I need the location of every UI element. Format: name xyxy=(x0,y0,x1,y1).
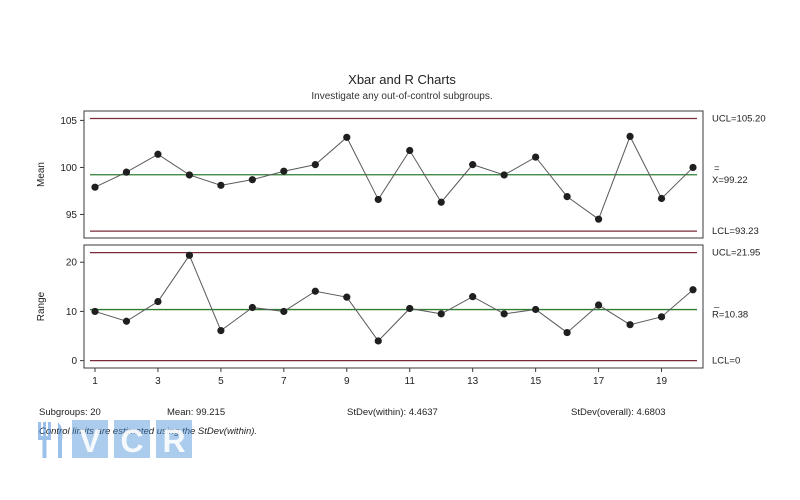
stat-subgroups: Subgroups: 20 xyxy=(39,407,101,418)
xbar-data-point xyxy=(437,198,445,206)
vcr-watermark: V C R xyxy=(38,420,192,459)
chart-title: Xbar and R Charts xyxy=(348,72,456,87)
xbar-data-point xyxy=(374,195,382,204)
range-data-point xyxy=(248,303,256,312)
xbar-data-point xyxy=(563,193,571,201)
range-data-point xyxy=(185,251,194,259)
x-tick-label: 17 xyxy=(593,376,605,387)
xbar-ucl-label: UCL=105.20 xyxy=(712,114,766,125)
stat-stdev-within: StDev(within): 4.4637 xyxy=(347,407,438,418)
range-data-point xyxy=(532,305,540,314)
xbar-data-point xyxy=(248,176,256,184)
x-tick-label: 1 xyxy=(92,376,98,387)
chart-subtitle: Investigate any out-of-control subgroups… xyxy=(311,91,492,102)
range-data-point xyxy=(626,321,634,329)
xbar-data-point xyxy=(594,215,603,223)
watermark-letter-v: V xyxy=(79,423,101,459)
range-series-line xyxy=(94,254,694,342)
xbar-data-point xyxy=(532,153,540,161)
xbar-data-point xyxy=(217,181,225,189)
range-data-point xyxy=(343,293,351,301)
range-panel: UCL=21.95 LCL=0 _R=10.38 0 10 20 Range xyxy=(36,244,760,369)
xbar-series-line xyxy=(94,135,694,220)
range-y-tick-label: 0 xyxy=(71,356,77,367)
stat-stdev-overall: StDev(overall): 4.6803 xyxy=(571,407,666,418)
watermark-letter-r: R xyxy=(162,423,185,459)
xbar-data-point xyxy=(311,161,319,169)
x-tick-label: 19 xyxy=(656,376,668,387)
range-data-point xyxy=(689,286,697,294)
range-data-point xyxy=(469,293,477,301)
range-data-point xyxy=(91,307,99,316)
summary-stats: Subgroups: 20 Mean: 99.215 StDev(within)… xyxy=(39,407,780,421)
control-limits-note: Control limits are estimated using the S… xyxy=(39,426,258,437)
xbar-data-point xyxy=(185,171,194,179)
range-data-point xyxy=(563,328,571,337)
x-tick-label: 11 xyxy=(405,376,416,387)
xbar-panel: UCL=105.20 LCL=93.23 =X=99.22 95 100 105 Mean xyxy=(36,110,766,239)
range-center-bar-label: _ xyxy=(713,298,720,309)
xbar-data-point xyxy=(626,132,634,140)
xbar-frame xyxy=(83,110,704,239)
xbar-data-point xyxy=(406,146,414,155)
xbar-data-point xyxy=(657,194,666,203)
range-y-axis-label: Range xyxy=(36,291,47,321)
range-y-tick-label: 10 xyxy=(66,307,78,318)
range-data-point xyxy=(374,337,382,345)
range-data-point xyxy=(437,310,445,318)
range-data-point xyxy=(500,310,508,318)
xbar-data-point xyxy=(343,133,351,141)
stat-mean: Mean: 99.215 xyxy=(167,407,226,418)
x-tick-label: 15 xyxy=(530,376,542,387)
range-y-tick-label: 20 xyxy=(66,258,78,269)
xbar-data-point xyxy=(280,167,288,175)
x-tick-label: 5 xyxy=(218,376,224,387)
xbar-data-point xyxy=(154,150,162,158)
xbar-lcl-label: LCL=93.23 xyxy=(712,226,759,237)
range-frame xyxy=(83,244,704,369)
xbar-center-label: X=99.22 xyxy=(712,175,748,186)
x-tick-label: 3 xyxy=(155,376,161,387)
range-data-point xyxy=(311,287,319,295)
xbar-data-point xyxy=(689,163,697,172)
range-data-point xyxy=(122,317,131,325)
xbar-y-tick-label: 105 xyxy=(60,116,77,127)
fork-knife-icon xyxy=(38,422,63,458)
xbar-data-point xyxy=(91,183,99,191)
x-tick-label: 7 xyxy=(281,376,287,387)
range-data-point xyxy=(217,327,225,335)
range-data-point xyxy=(406,304,414,313)
xbar-center-bar-label: = xyxy=(714,163,720,174)
xbar-data-point xyxy=(469,161,477,169)
xbar-data-point xyxy=(122,168,131,176)
xbar-y-axis-label: Mean xyxy=(36,162,47,187)
xbar-data-point xyxy=(500,171,508,179)
range-data-point xyxy=(154,297,162,306)
x-tick-label: 13 xyxy=(467,376,479,387)
range-data-point xyxy=(657,313,666,321)
watermark-letter-c: C xyxy=(120,423,143,459)
range-center-label: R=10.38 xyxy=(712,310,748,321)
range-lcl-label: LCL=0 xyxy=(712,356,740,367)
range-ucl-label: UCL=21.95 xyxy=(712,248,760,259)
x-tick-label: 9 xyxy=(344,376,350,387)
range-data-point xyxy=(594,301,603,309)
xbar-y-tick-label: 95 xyxy=(66,210,78,221)
range-data-point xyxy=(280,307,288,316)
xbar-y-tick-label: 100 xyxy=(60,163,77,174)
